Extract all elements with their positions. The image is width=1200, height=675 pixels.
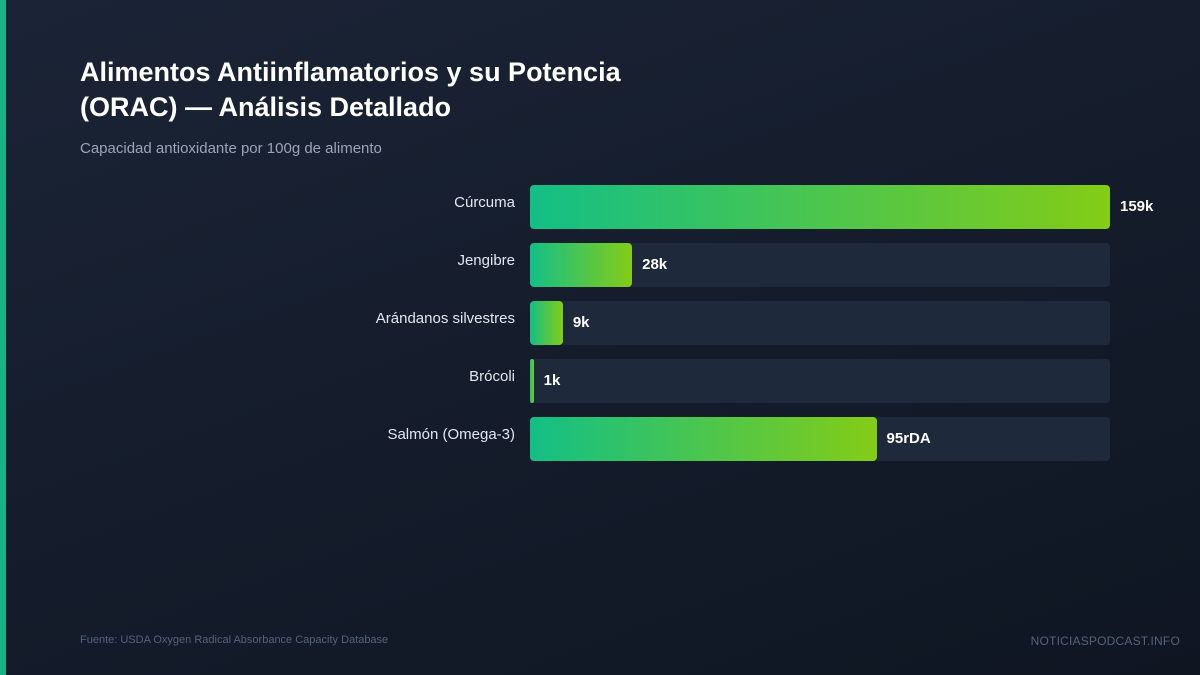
chart-title: Alimentos Antiinflamatorios y su Potenci… [80, 57, 621, 122]
chart-subtitle: Capacidad antioxidante por 100g de alime… [80, 140, 382, 157]
category-label: Arándanos silvestres [375, 310, 515, 327]
bar-row: Salmón (Omega-3) 95rDA [0, 417, 1200, 461]
category-label: Cúrcuma [454, 194, 515, 211]
bar [530, 185, 1110, 229]
accent-bar [0, 0, 6, 675]
bar-row: Brócoli 1k [0, 359, 1200, 403]
source-note: Fuente: USDA Oxygen Radical Absorbance C… [80, 634, 389, 646]
category-label: Brócoli [469, 368, 515, 385]
bar-row: Jengibre 28k [0, 243, 1200, 287]
value-label: 28k [642, 256, 668, 273]
value-label: 9k [572, 314, 590, 331]
bar [530, 301, 563, 345]
value-label: 159k [1120, 198, 1154, 215]
category-label: Jengibre [457, 252, 515, 269]
bar-row: Cúrcuma 159k [0, 185, 1200, 229]
value-label: 95rDA [886, 430, 931, 447]
bar-row: Arándanos silvestres 9k [0, 301, 1200, 345]
bar-track [530, 301, 1110, 345]
category-label: Salmón (Omega-3) [387, 426, 515, 443]
brand-link[interactable]: NOTICIASPODCAST.INFO [1030, 634, 1180, 648]
bar-track [530, 359, 1110, 403]
bar [530, 243, 633, 287]
bar [530, 417, 877, 461]
bar [530, 359, 534, 403]
value-label: 1k [543, 372, 561, 389]
